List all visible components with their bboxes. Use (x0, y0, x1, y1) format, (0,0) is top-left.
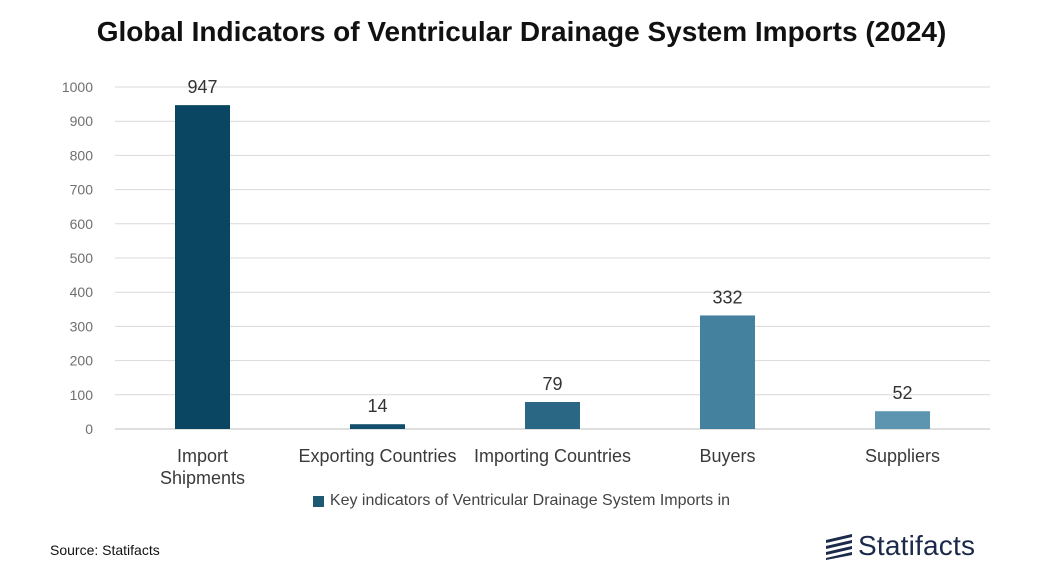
y-tick-label: 400 (70, 284, 94, 300)
y-tick-label: 700 (70, 182, 94, 198)
bar (525, 401, 580, 429)
legend: Key indicators of Ventricular Drainage S… (0, 492, 1043, 510)
value-label: 332 (712, 287, 742, 307)
y-axis-ticks: 0 100 200 300 400 500 600 700 800 900 1000 (62, 79, 93, 437)
source-note: Source: Statifacts (50, 542, 160, 558)
legend-label: Key indicators of Ventricular Drainage S… (329, 492, 731, 509)
brand-name: Statifacts (858, 530, 976, 561)
category-label: Buyers (699, 446, 755, 466)
value-labels: 947 14 79 332 52 (187, 77, 912, 416)
category-label: Importing Countries (474, 446, 631, 466)
bar (350, 424, 405, 429)
y-tick-label: 0 (85, 421, 93, 437)
value-label: 14 (367, 396, 387, 416)
value-label: 79 (542, 374, 562, 394)
y-tick-label: 900 (70, 113, 94, 129)
y-tick-label: 500 (70, 250, 94, 266)
y-tick-label: 300 (70, 318, 94, 334)
value-label: 947 (187, 77, 217, 97)
bar (875, 411, 930, 429)
y-tick-label: 1000 (62, 79, 93, 95)
category-label: Exporting Countries (298, 446, 456, 466)
brand-logo: Statifacts (824, 530, 975, 562)
y-tick-label: 800 (70, 147, 94, 163)
category-label: Import (177, 446, 228, 466)
grid-lines (115, 86, 990, 430)
y-tick-label: 100 (70, 387, 94, 403)
statifacts-logo-icon (826, 534, 852, 560)
y-tick-label: 200 (70, 353, 94, 369)
bar (700, 315, 755, 429)
legend-swatch (312, 495, 324, 507)
value-label: 52 (892, 383, 912, 403)
bar (175, 105, 230, 429)
y-tick-label: 600 (70, 216, 94, 232)
category-label: Shipments (160, 468, 245, 488)
chart-title: Global Indicators of Ventricular Drainag… (96, 16, 947, 47)
bars (175, 105, 930, 429)
category-label: Suppliers (865, 446, 940, 466)
